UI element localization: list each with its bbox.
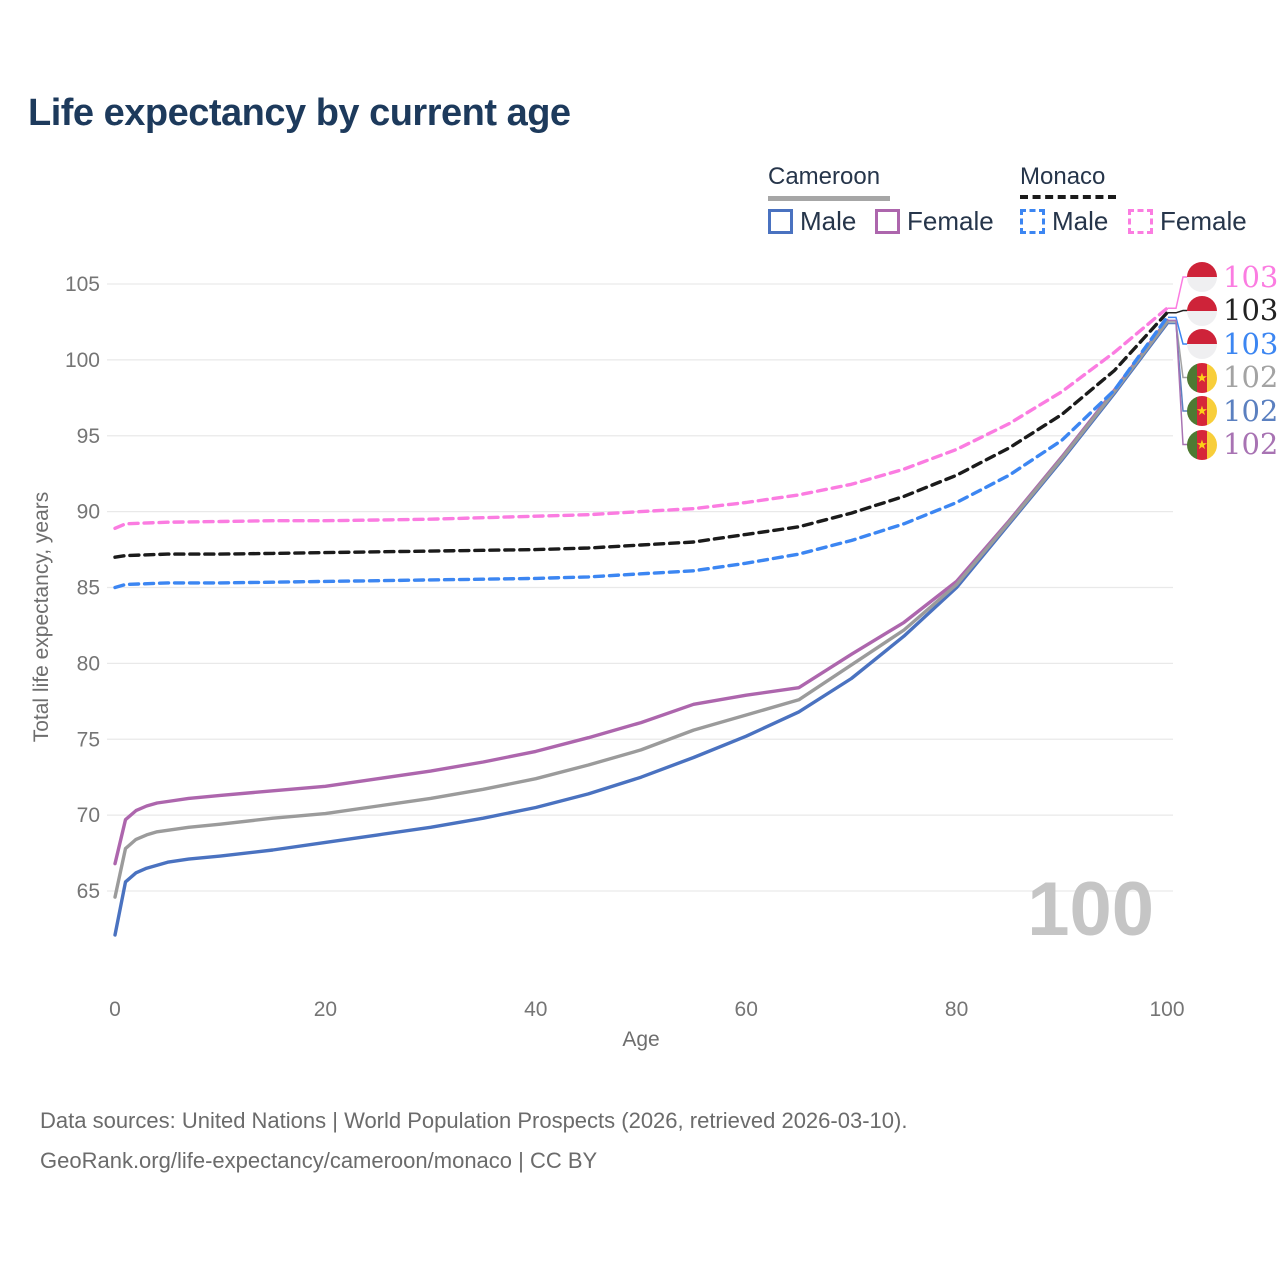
legend-item-cameroon-male[interactable]: Male bbox=[768, 206, 856, 237]
end-label-value: 103 bbox=[1223, 326, 1279, 361]
y-tick-label: 105 bbox=[65, 273, 100, 296]
end-label-value: 102 bbox=[1223, 360, 1279, 394]
star-icon: ★ bbox=[1196, 402, 1208, 418]
end-label-cameroon_male[interactable]: ★ 102 bbox=[1187, 396, 1278, 426]
legend-swatch-cameroon-female bbox=[875, 209, 900, 234]
y-tick-label: 80 bbox=[77, 652, 100, 675]
page-title: Life expectancy by current age bbox=[28, 92, 571, 134]
series-line-cameroon_female[interactable] bbox=[113, 318, 1169, 866]
y-tick-label: 75 bbox=[77, 728, 100, 751]
legend-swatch-monaco-male bbox=[1020, 209, 1045, 234]
end-label-connector-cameroon_male bbox=[1168, 322, 1190, 412]
legend-swatch-cameroon-male bbox=[768, 209, 793, 234]
end-label-value: 102 bbox=[1223, 393, 1279, 428]
monaco-flag-icon bbox=[1187, 329, 1217, 359]
end-label-connector-monaco_female bbox=[1168, 276, 1190, 310]
end-label-monaco_male[interactable]: 103 bbox=[1187, 329, 1278, 359]
legend-line-sample-monaco bbox=[1020, 195, 1116, 199]
legend-item-monaco-male[interactable]: Male bbox=[1020, 206, 1108, 237]
legend-swatch-monaco-female bbox=[1128, 209, 1153, 234]
monaco-flag-icon bbox=[1187, 262, 1217, 292]
y-tick-label: 95 bbox=[77, 425, 100, 448]
y-axis-title: Total life expectancy, years bbox=[30, 491, 53, 743]
end-label-connector-cameroon_total bbox=[1168, 321, 1190, 379]
y-tick-label: 65 bbox=[77, 880, 100, 903]
legend-item-label: Female bbox=[907, 206, 994, 236]
y-tick-label: 70 bbox=[77, 804, 100, 827]
legend-item-monaco-female[interactable]: Female bbox=[1128, 206, 1247, 237]
series-line-cameroon_total[interactable] bbox=[113, 320, 1169, 899]
x-tick-label: 0 bbox=[109, 998, 121, 1021]
x-tick-label: 60 bbox=[735, 998, 758, 1021]
end-label-value: 103 bbox=[1223, 259, 1279, 294]
legend-group-monaco: Monaco bbox=[1020, 163, 1106, 190]
y-tick-label: 90 bbox=[77, 501, 100, 524]
end-label-cameroon_female[interactable]: ★ 102 bbox=[1187, 427, 1279, 461]
legend-item-cameroon-female[interactable]: Female bbox=[875, 206, 994, 237]
cameroon-flag-icon: ★ bbox=[1187, 362, 1217, 393]
end-label-value: 103 bbox=[1223, 293, 1279, 327]
age-watermark: 100 bbox=[1027, 867, 1154, 952]
end-label-cameroon_total[interactable]: ★ 102 bbox=[1187, 360, 1279, 394]
legend-group-cameroon: Cameroon bbox=[768, 163, 881, 190]
end-label-connector-monaco_total bbox=[1168, 309, 1190, 314]
end-label-monaco_total[interactable]: 103 bbox=[1187, 293, 1279, 327]
attribution-link-text: GeoRank.org/life-expectancy/cameroon/mon… bbox=[40, 1148, 598, 1173]
cameroon-flag-icon: ★ bbox=[1187, 429, 1217, 460]
x-tick-label: 100 bbox=[1149, 998, 1184, 1021]
star-icon: ★ bbox=[1196, 369, 1208, 385]
y-tick-label: 100 bbox=[65, 349, 100, 372]
star-icon: ★ bbox=[1196, 436, 1208, 452]
data-sources-text: Data sources: United Nations | World Pop… bbox=[40, 1108, 908, 1133]
cameroon-flag-icon: ★ bbox=[1187, 396, 1217, 426]
end-label-connector-cameroon_female bbox=[1168, 319, 1190, 446]
x-tick-label: 40 bbox=[524, 998, 547, 1021]
legend-item-label: Male bbox=[800, 206, 857, 236]
legend-item-label: Female bbox=[1160, 206, 1247, 236]
legend-item-label: Male bbox=[1052, 206, 1109, 236]
series-line-monaco_total[interactable] bbox=[113, 311, 1169, 559]
end-label-connector-monaco_male bbox=[1168, 316, 1190, 345]
series-line-monaco_male[interactable] bbox=[113, 315, 1169, 590]
series-line-monaco_female[interactable] bbox=[113, 306, 1169, 530]
series-line-cameroon_male[interactable] bbox=[113, 321, 1169, 937]
x-tick-label: 80 bbox=[945, 998, 968, 1021]
legend-line-sample-cameroon bbox=[768, 196, 890, 201]
end-label-value: 102 bbox=[1223, 427, 1279, 461]
monaco-flag-icon bbox=[1187, 295, 1217, 326]
x-axis-title: Age bbox=[622, 1028, 660, 1051]
x-tick-label: 20 bbox=[314, 998, 337, 1021]
y-tick-label: 85 bbox=[77, 577, 100, 600]
end-label-monaco_female[interactable]: 103 bbox=[1187, 262, 1278, 292]
